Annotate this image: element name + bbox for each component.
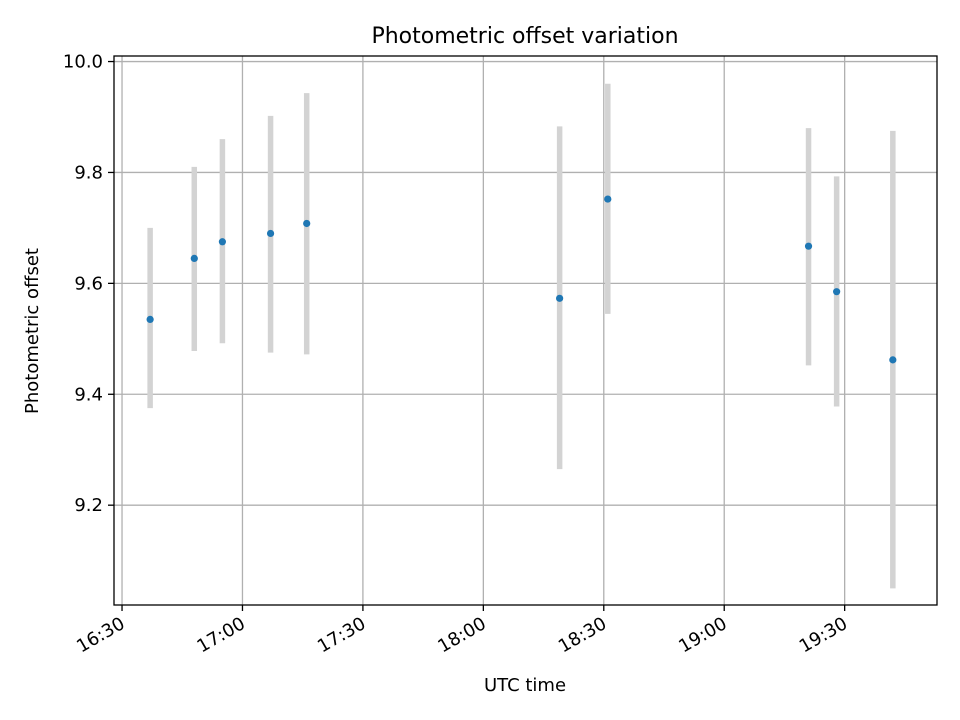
- data-point: [804, 242, 813, 250]
- y-axis: 9.2 9.4 9.6 9.8 10.0: [63, 52, 114, 516]
- data-point: [190, 254, 198, 263]
- y-tick-label: 9.2: [74, 495, 103, 516]
- y-tick-label: 9.4: [74, 384, 103, 405]
- data-points: [146, 195, 897, 364]
- chart-title: Photometric offset variation: [371, 24, 678, 49]
- data-point: [303, 219, 311, 228]
- grid: [114, 56, 937, 605]
- y-tick-label: 10.0: [63, 52, 103, 73]
- data-point: [833, 288, 841, 296]
- data-point: [218, 238, 226, 246]
- data-point: [604, 195, 612, 203]
- data-point: [146, 315, 154, 324]
- y-tick-label: 9.6: [74, 273, 103, 294]
- x-axis-label: UTC time: [484, 675, 566, 696]
- plot-frame: [113, 55, 938, 606]
- data-point: [266, 229, 275, 238]
- data-point: [556, 294, 564, 302]
- y-axis-label: Photometric offset: [22, 248, 43, 414]
- y-tick-label: 9.8: [74, 162, 103, 183]
- data-point: [889, 356, 897, 364]
